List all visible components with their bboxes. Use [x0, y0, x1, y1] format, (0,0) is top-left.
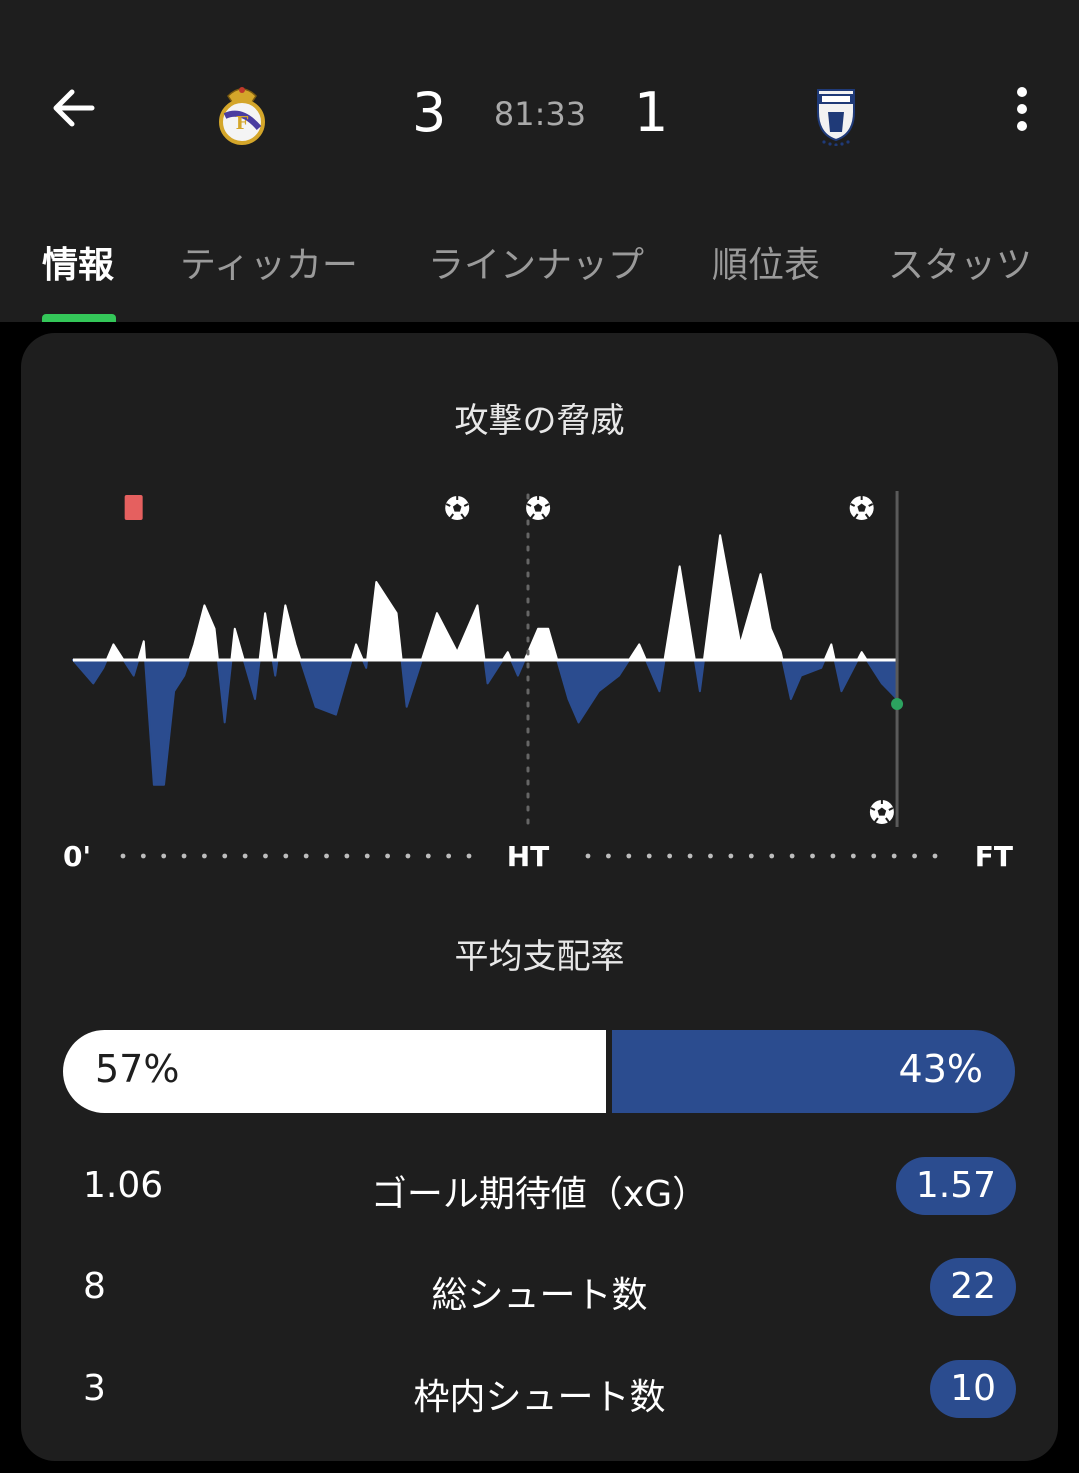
possession-bar: 57% 43%	[63, 1030, 1015, 1113]
axis-label-halftime: HT	[507, 840, 550, 873]
tab-bar: 情報 ティッカー ラインナップ 順位表 スタッツ	[0, 222, 1079, 322]
possession-away-label: 43%	[898, 1047, 983, 1091]
axis-dot	[202, 853, 207, 859]
axis-dot	[140, 853, 146, 859]
svg-text:F: F	[236, 113, 249, 134]
stat-home-value: 1.06	[83, 1165, 164, 1206]
red-card-icon	[124, 495, 143, 520]
momentum-title: 攻撃の脅威	[454, 401, 625, 441]
axis-dot	[425, 853, 431, 859]
axis-dot	[324, 853, 329, 859]
more-vert-icon[interactable]	[1002, 84, 1042, 134]
axis-dot	[748, 853, 754, 859]
stat-away-badge: 10	[930, 1360, 1016, 1418]
home-goal-ball-icon	[445, 496, 470, 520]
tab-ticker[interactable]: ティッカー	[180, 245, 358, 286]
axis-dot	[769, 853, 775, 859]
home-goal-ball-icon	[849, 496, 874, 520]
axis-dot	[606, 853, 611, 859]
axis-dot	[810, 853, 815, 859]
axis-dot	[667, 853, 673, 859]
back-arrow-icon[interactable]	[48, 82, 100, 134]
away-momentum-area	[72, 659, 899, 786]
axis-dot	[708, 853, 713, 859]
tab-standings[interactable]: 順位表	[712, 245, 821, 286]
stat-label: ゴール期待値（xG）	[370, 1174, 709, 1215]
axis-dot	[303, 853, 309, 859]
axis-dot	[789, 853, 795, 859]
axis-label-fulltime: FT	[975, 840, 1013, 873]
pachuca-crest-icon[interactable]	[806, 82, 866, 147]
home-goal-ball-icon	[526, 496, 551, 520]
axis-dot	[161, 853, 167, 859]
axis-dot	[932, 853, 938, 859]
match-overview-card: 攻撃の脅威 0' HT FT 平均支配率 57% 43% 1.06 ゴール期待値…	[21, 333, 1058, 1461]
axis-dot	[385, 853, 390, 859]
axis-dot	[830, 853, 836, 859]
axis-dot	[687, 853, 693, 859]
tab-info[interactable]: 情報	[42, 245, 115, 286]
stat-row-shots-on-target: 3 枠内シュート数 10	[21, 1360, 1058, 1420]
tab-stats[interactable]: スタッツ	[888, 245, 1033, 286]
axis-dot	[466, 853, 472, 859]
axis-dot	[912, 853, 917, 859]
axis-dot	[850, 853, 856, 859]
current-time-marker	[891, 698, 904, 710]
possession-home-label: 57%	[95, 1047, 180, 1091]
axis-dot	[344, 853, 350, 859]
axis-dot	[728, 853, 734, 859]
axis-dot	[283, 853, 289, 859]
active-tab-indicator	[42, 314, 116, 322]
home-score: 3	[412, 81, 447, 144]
real-madrid-crest-icon[interactable]: F	[212, 82, 272, 146]
axis-dot	[891, 853, 897, 859]
stat-row-total-shots: 8 総シュート数 22	[21, 1258, 1058, 1318]
axis-dot	[871, 853, 877, 859]
top-bar: F 3 81:33 1 情報 ティッカー ラインナップ 順位表 スタッツ	[0, 0, 1079, 322]
momentum-chart: 0' HT FT	[63, 491, 1013, 873]
axis-dot	[585, 853, 591, 859]
stat-away-badge: 22	[930, 1258, 1016, 1316]
axis-dot	[222, 853, 228, 859]
axis-dot	[181, 853, 187, 859]
away-goal-ball-icon	[869, 800, 894, 824]
home-momentum-area	[72, 534, 899, 661]
possession-home	[63, 1030, 606, 1113]
stat-away-badge: 1.57	[895, 1157, 1016, 1215]
axis-dot	[405, 853, 411, 859]
axis-label-start: 0'	[63, 840, 91, 873]
match-clock: 81:33	[493, 95, 587, 133]
axis-dot	[626, 853, 632, 859]
stat-home-value: 3	[83, 1368, 106, 1409]
stat-home-value: 8	[83, 1266, 106, 1307]
axis-dot	[446, 853, 452, 859]
axis-dot	[242, 853, 248, 859]
away-score: 1	[634, 81, 669, 144]
possession-away	[612, 1030, 1015, 1113]
possession-title: 平均支配率	[454, 937, 625, 977]
axis-dot	[646, 853, 652, 859]
stat-label: 枠内シュート数	[413, 1377, 666, 1418]
tab-lineup[interactable]: ラインナップ	[428, 245, 645, 286]
stat-label: 総シュート数	[431, 1275, 648, 1316]
axis-dot	[263, 853, 268, 859]
axis-dot	[364, 853, 370, 859]
axis-dot	[120, 853, 126, 859]
stat-row-xg: 1.06 ゴール期待値（xG） 1.57	[21, 1157, 1058, 1217]
